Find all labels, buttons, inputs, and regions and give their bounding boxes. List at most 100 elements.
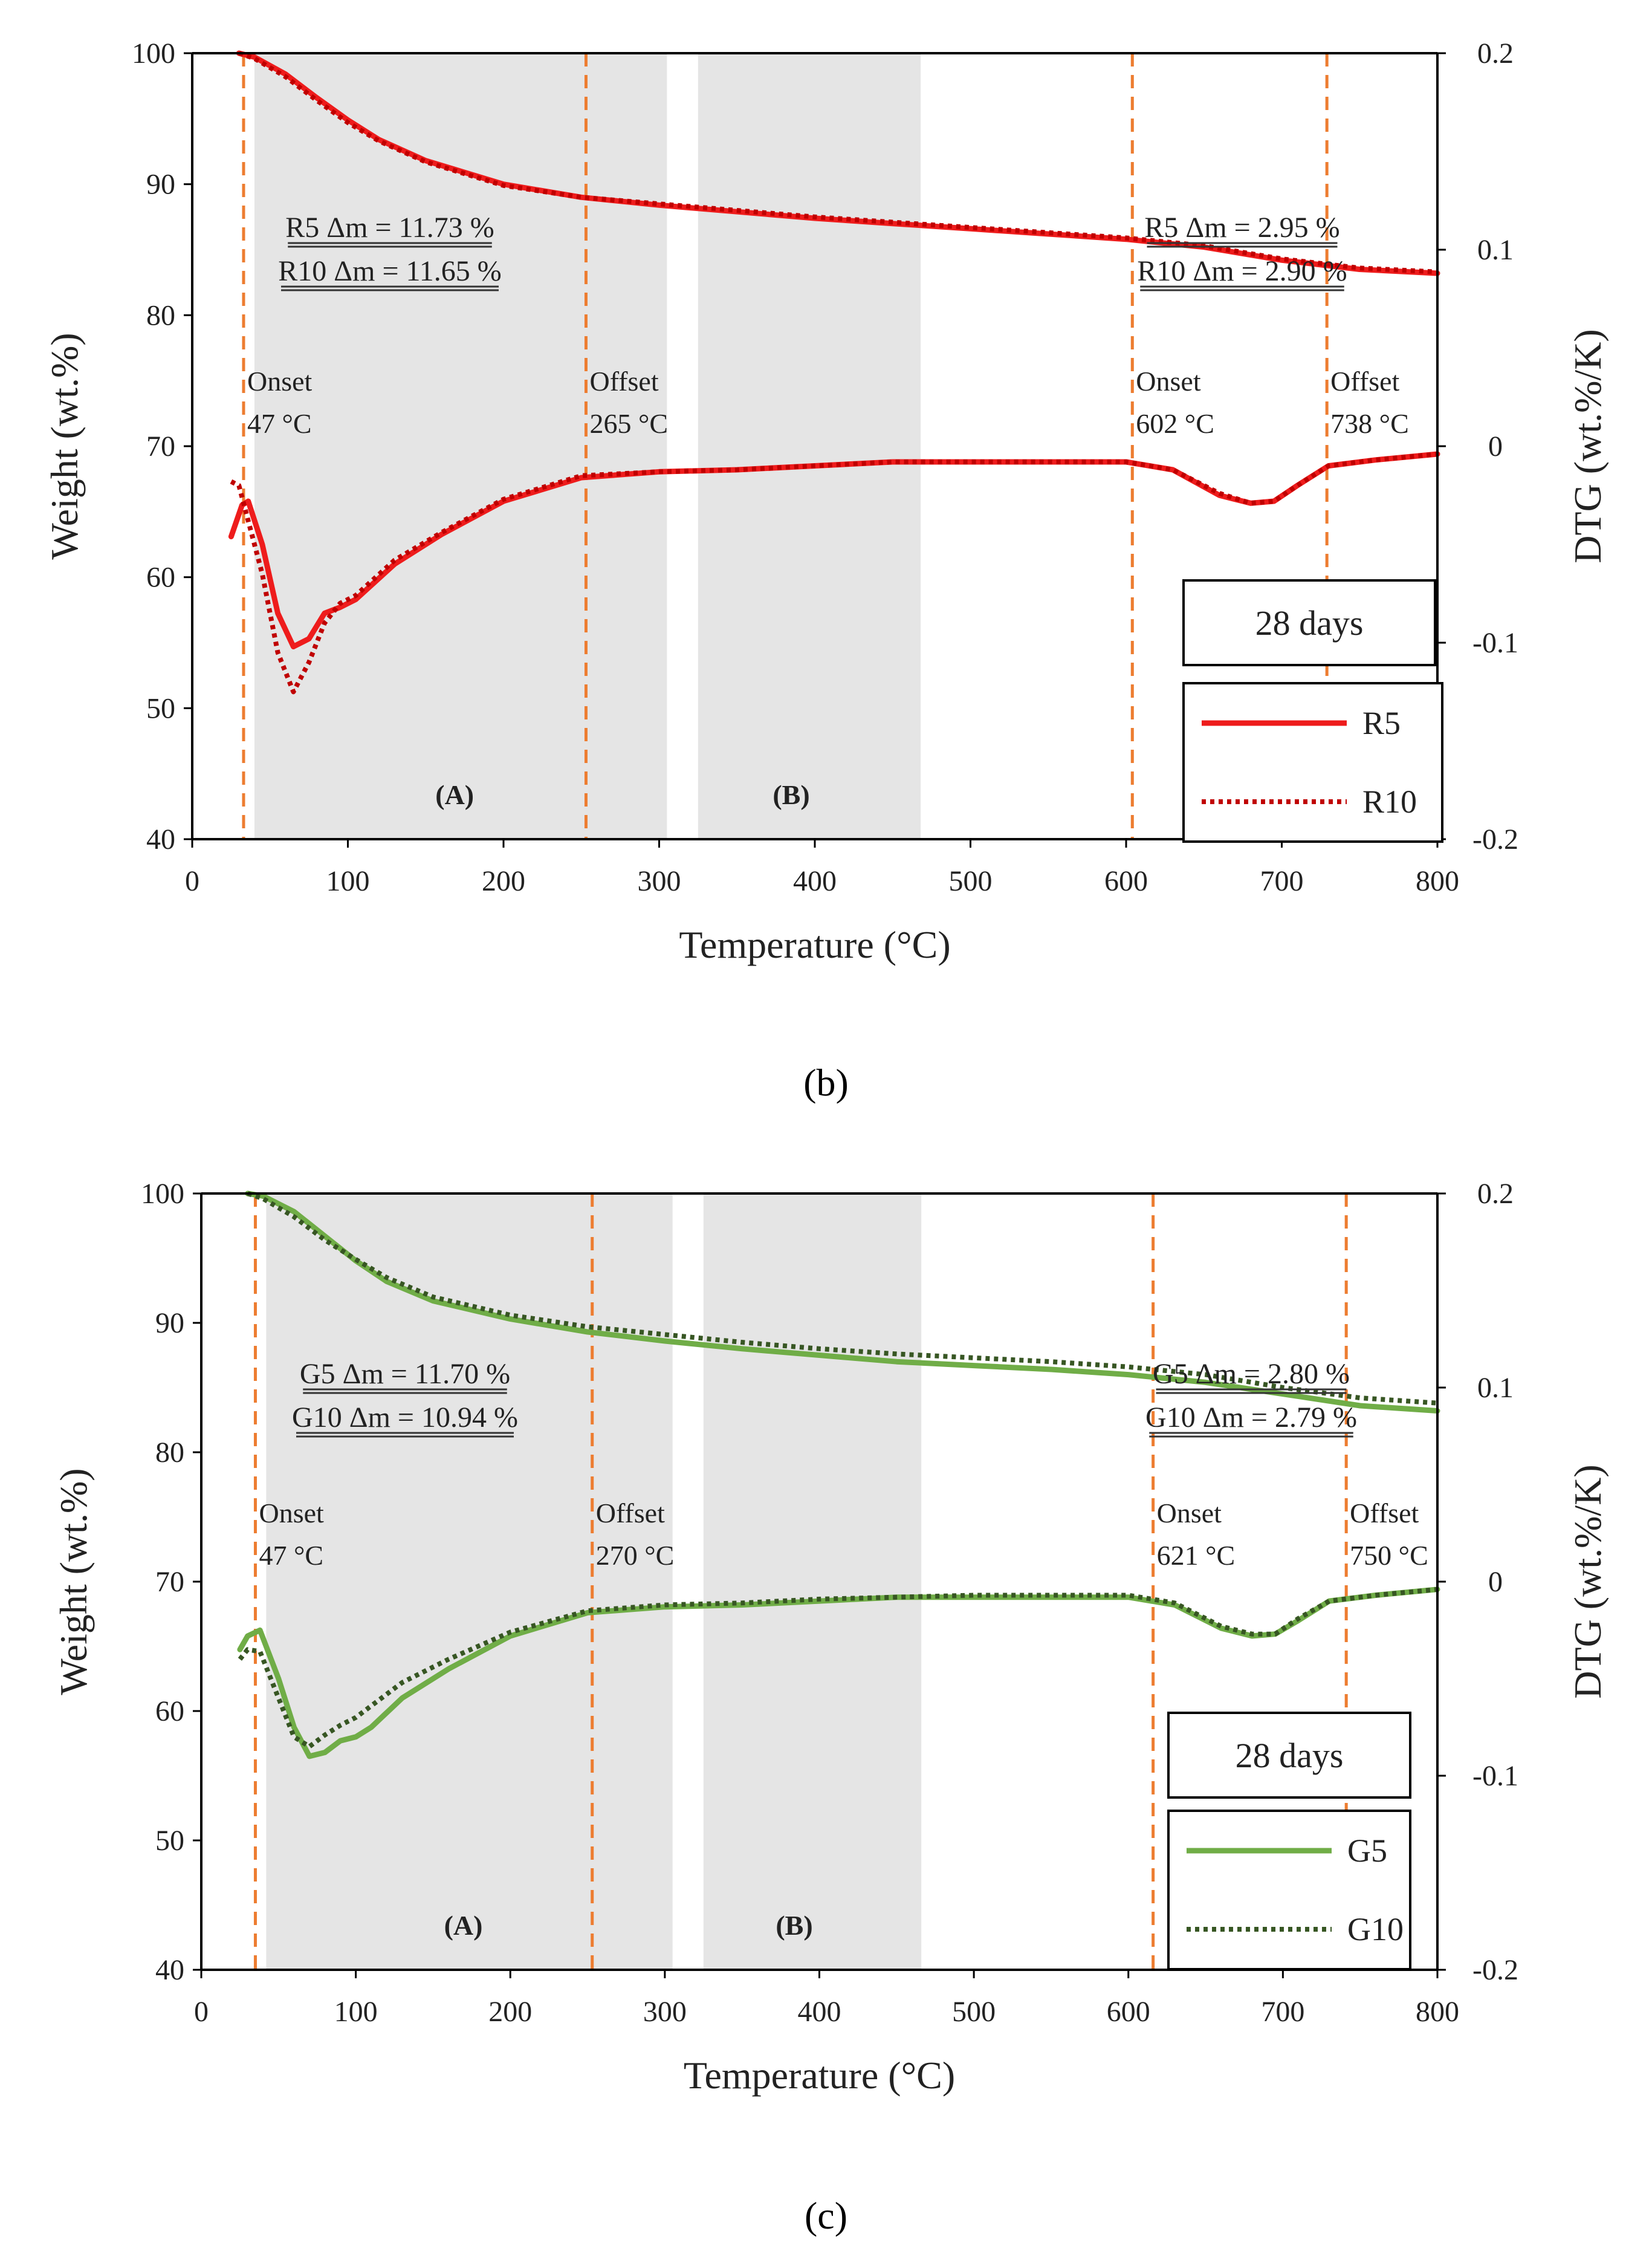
region-label: (B) xyxy=(776,1910,812,1941)
y-tick-label: 60 xyxy=(146,562,175,594)
event-label: Offset xyxy=(596,1498,665,1528)
mass-loss-label: G5 Δm = 11.70 % xyxy=(300,1358,510,1390)
series-G5-weight xyxy=(245,1190,1440,1414)
y2-axis-title: DTG (wt.%/K) xyxy=(1566,1464,1609,1698)
region-label: (A) xyxy=(444,1910,483,1941)
mass-loss-label: G5 Δm = 2.80 % xyxy=(1153,1358,1350,1390)
y2-tick-label: 0.2 xyxy=(1477,37,1514,70)
series-G10-weight xyxy=(247,1191,1438,1406)
chart-b: (A) (B) Onset 47 °C Offset 265 °C Onset 602 °C O… xyxy=(43,37,1609,966)
y2-tick-label: 0 xyxy=(1488,430,1503,463)
x-tick-label: 300 xyxy=(643,1996,687,2028)
y2-tick-label: -0.1 xyxy=(1472,627,1518,659)
y2-axis-title: DTG (wt.%/K) xyxy=(1566,329,1609,563)
event-value: 738 °C xyxy=(1330,408,1409,439)
event-value: 602 °C xyxy=(1136,408,1214,439)
note-box xyxy=(1182,579,1436,666)
legend-box xyxy=(1182,682,1443,843)
y2-tick-label: -0.2 xyxy=(1472,1954,1518,1986)
shaded-region-0 xyxy=(254,53,667,839)
event-label: Offset xyxy=(1350,1498,1419,1528)
mass-loss-label: R5 Δm = 11.73 % xyxy=(285,212,494,244)
x-tick-label: 700 xyxy=(1261,1996,1304,2028)
x-tick-label: 200 xyxy=(488,1996,532,2028)
event-value: 270 °C xyxy=(596,1540,675,1571)
x-tick-label: 300 xyxy=(638,865,681,897)
y-tick-label: 80 xyxy=(155,1437,184,1469)
x-tick-label: 700 xyxy=(1260,865,1304,897)
shaded-region-0 xyxy=(266,1193,673,1970)
y2-tick-label: 0.2 xyxy=(1477,1178,1514,1210)
legend-label-G10: G10 xyxy=(1347,1911,1404,1947)
legend-label-G5: G5 xyxy=(1347,1833,1387,1869)
shaded-region-1 xyxy=(698,53,921,839)
mass-loss-label: G10 Δm = 2.79 % xyxy=(1145,1401,1357,1434)
event-value: 47 °C xyxy=(259,1540,323,1571)
y2-tick-label: 0.1 xyxy=(1477,1372,1514,1404)
note-box xyxy=(1167,1712,1411,1799)
y-tick-label: 70 xyxy=(146,430,175,463)
event-label: Onset xyxy=(247,366,313,397)
y2-tick-label: -0.1 xyxy=(1472,1760,1518,1792)
y-tick-label: 40 xyxy=(146,823,175,856)
shaded-region-1 xyxy=(703,1193,922,1970)
x-tick-label: 800 xyxy=(1416,865,1459,897)
y-tick-label: 100 xyxy=(132,37,175,70)
legend-label-R5: R5 xyxy=(1362,705,1401,741)
chart-c: (A) (B) Onset 47 °C Offset 270 °C Onset 621 °C O… xyxy=(52,1178,1609,2097)
y-axis-title: Weight (wt.%) xyxy=(52,1468,95,1695)
event-label: Offset xyxy=(1330,366,1399,397)
x-tick-label: 100 xyxy=(326,865,370,897)
event-value: 47 °C xyxy=(247,408,312,439)
y2-tick-label: -0.2 xyxy=(1472,823,1518,856)
x-tick-label: 500 xyxy=(949,865,993,897)
series-G10-dtg xyxy=(238,1586,1438,1749)
event-label: Offset xyxy=(589,366,658,397)
mass-loss-label: R10 Δm = 2.90 % xyxy=(1137,255,1347,287)
x-tick-label: 600 xyxy=(1104,865,1148,897)
x-tick-label: 200 xyxy=(482,865,525,897)
legend-label-R10: R10 xyxy=(1362,784,1417,820)
y-axis-title: Weight (wt.%) xyxy=(43,333,86,559)
y-tick-label: 80 xyxy=(146,299,175,331)
note-text: 28 days xyxy=(1236,1736,1344,1775)
x-tick-label: 400 xyxy=(798,1996,841,2028)
event-value: 621 °C xyxy=(1157,1540,1236,1571)
x-tick-label: 0 xyxy=(194,1996,209,2028)
series-R10-dtg xyxy=(230,452,1438,695)
y2-tick-label: 0 xyxy=(1488,1566,1503,1598)
event-value: 265 °C xyxy=(589,408,668,439)
mass-loss-label: R10 Δm = 11.65 % xyxy=(278,255,502,287)
event-label: Onset xyxy=(259,1498,324,1528)
event-label: Onset xyxy=(1136,366,1201,397)
y-tick-label: 40 xyxy=(155,1954,184,1986)
x-tick-label: 0 xyxy=(185,865,199,897)
y-tick-label: 60 xyxy=(155,1695,184,1727)
y-tick-label: 70 xyxy=(155,1566,184,1598)
caption-c: (c) xyxy=(804,2194,848,2237)
y-tick-label: 50 xyxy=(146,692,175,724)
x-tick-label: 500 xyxy=(952,1996,996,2028)
y-tick-label: 90 xyxy=(146,169,175,201)
x-axis-title: Temperature (°C) xyxy=(679,923,950,966)
y-tick-label: 50 xyxy=(155,1825,184,1857)
mass-loss-label: R5 Δm = 2.95 % xyxy=(1144,212,1339,244)
mass-loss-label: G10 Δm = 10.94 % xyxy=(292,1401,518,1434)
x-tick-label: 800 xyxy=(1416,1996,1459,2028)
event-label: Onset xyxy=(1157,1498,1222,1528)
y-tick-label: 90 xyxy=(155,1307,184,1339)
x-axis-title: Temperature (°C) xyxy=(684,2054,955,2097)
legend-box xyxy=(1167,1810,1411,1970)
region-label: (B) xyxy=(773,779,809,810)
y-tick-label: 100 xyxy=(141,1178,184,1210)
x-tick-label: 400 xyxy=(793,865,837,897)
caption-b: (b) xyxy=(803,1061,849,1104)
event-value: 750 °C xyxy=(1350,1540,1428,1571)
series-R10-weight xyxy=(238,51,1438,274)
x-tick-label: 100 xyxy=(334,1996,378,2028)
note-text: 28 days xyxy=(1255,603,1364,643)
x-tick-label: 600 xyxy=(1107,1996,1150,2028)
y2-tick-label: 0.1 xyxy=(1477,234,1514,266)
region-label: (A) xyxy=(435,779,474,810)
